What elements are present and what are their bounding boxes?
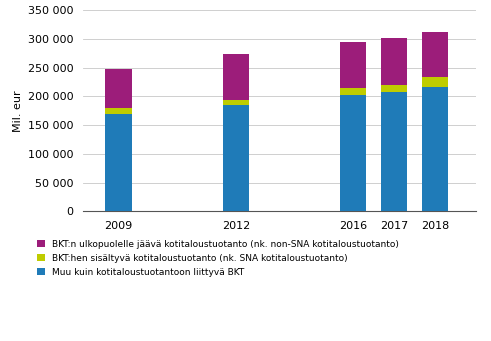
Bar xyxy=(381,85,408,92)
Bar xyxy=(106,108,132,114)
Bar xyxy=(340,42,366,88)
Y-axis label: Mil. eur: Mil. eur xyxy=(13,90,23,132)
Bar xyxy=(223,101,249,105)
Bar xyxy=(422,87,448,211)
Bar xyxy=(422,77,448,87)
Bar xyxy=(106,69,132,108)
Bar xyxy=(223,105,249,211)
Legend: BKT:n ulkopuolelle jäävä kotitaloustuotanto (nk. non-SNA kotitaloustuotanto), BK: BKT:n ulkopuolelle jäävä kotitaloustuota… xyxy=(37,240,399,277)
Bar xyxy=(223,55,249,101)
Bar xyxy=(340,88,366,95)
Bar xyxy=(422,32,448,77)
Bar xyxy=(106,114,132,211)
Bar xyxy=(381,38,408,85)
Bar xyxy=(340,95,366,211)
Bar xyxy=(381,92,408,211)
